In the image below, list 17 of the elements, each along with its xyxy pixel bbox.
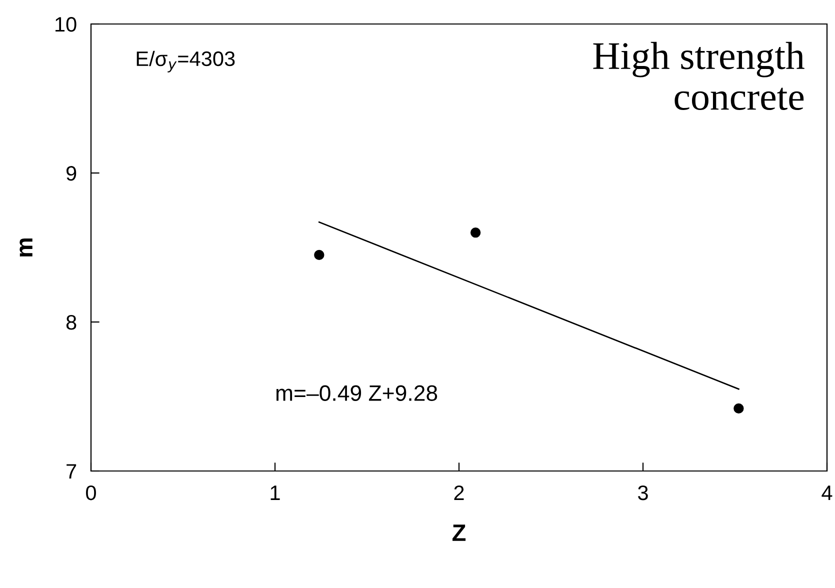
annotation: m=–0.49 Z+9.28 [276, 385, 438, 401]
y-tick-label: 8 [66, 315, 76, 330]
x-tick-label: 0 [86, 485, 96, 500]
point [470, 228, 481, 238]
y-tick-label: 9 [66, 166, 76, 181]
x-axis-title: Z [452, 524, 466, 541]
y-tick-label: 10 [56, 17, 76, 32]
y-axis-title: m [20, 238, 32, 256]
x-tick-label: 2 [454, 485, 464, 500]
point [314, 250, 324, 260]
y-tick-label: 7 [66, 464, 76, 479]
x-tick-label: 4 [822, 486, 832, 500]
annotation: E/σ$_{y}$=4303 [136, 50, 235, 72]
point [734, 403, 744, 414]
x-tick-label: 3 [638, 485, 648, 500]
annotation: High strength concrete [593, 42, 804, 110]
x-tick-label: 1 [270, 486, 280, 500]
